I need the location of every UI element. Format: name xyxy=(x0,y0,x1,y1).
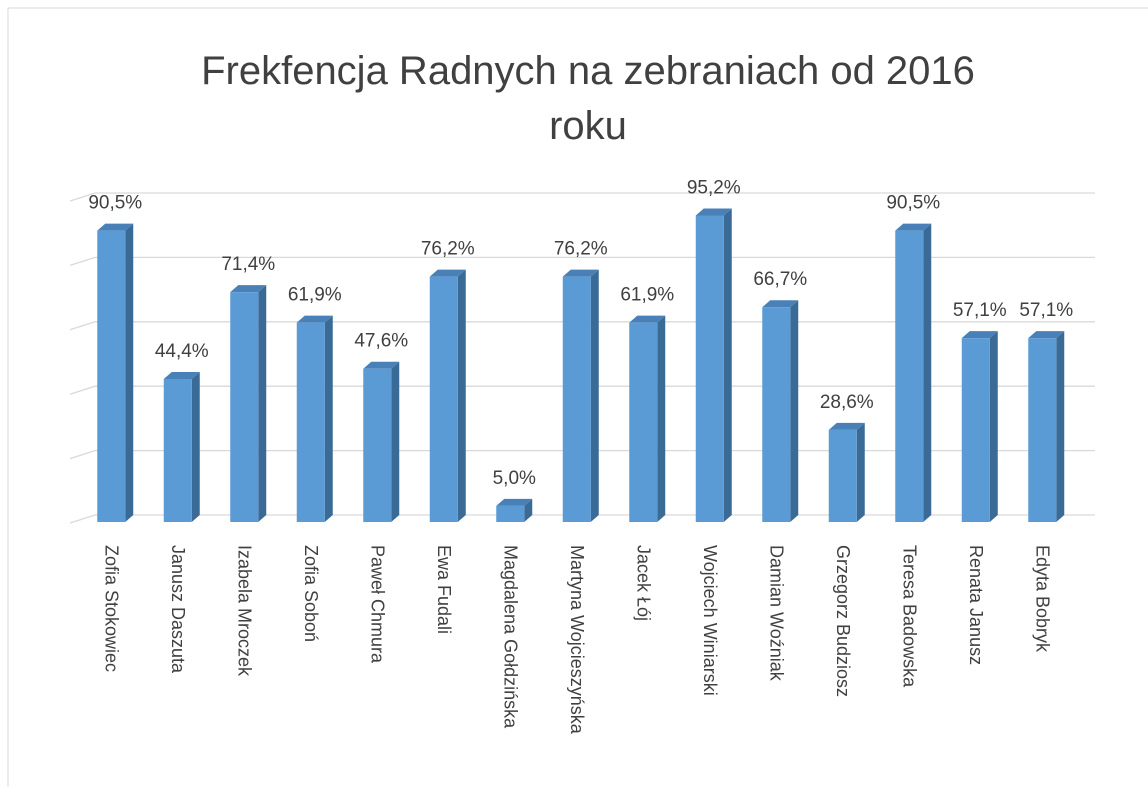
grid-line xyxy=(69,321,1095,331)
data-label: 5,0% xyxy=(493,468,536,489)
data-label: 95,2% xyxy=(687,177,741,198)
bar xyxy=(961,331,998,522)
bar xyxy=(629,315,666,522)
bar-face xyxy=(97,223,134,231)
data-label: 57,1% xyxy=(1019,300,1073,321)
x-tick-label: Zofia Soboń xyxy=(301,545,321,642)
bar-face xyxy=(496,505,525,522)
bar-face xyxy=(125,223,134,522)
x-tick-label: Edyta Bobryk xyxy=(1032,545,1052,653)
bar xyxy=(296,315,333,522)
x-tick-label: Jacek Łój xyxy=(633,545,653,621)
bar-face xyxy=(629,322,658,522)
x-tick-label: Paweł Chmura xyxy=(367,545,387,664)
x-tick-label: Damian Woźniak xyxy=(766,545,786,682)
data-label: 90,5% xyxy=(88,193,142,214)
data-label: 90,5% xyxy=(886,193,940,214)
bar-face xyxy=(429,276,458,522)
bar-face xyxy=(923,223,932,522)
bar-face xyxy=(895,230,924,522)
grid-line xyxy=(69,514,1095,524)
x-tick-label: Magdalena Gołdzińska xyxy=(500,545,520,729)
x-tick-label: Izabela Mroczek xyxy=(234,545,254,677)
bar-face xyxy=(391,361,400,522)
bar-face xyxy=(296,315,333,323)
bar-face xyxy=(524,498,533,522)
x-tick-label: Ewa Fudali xyxy=(434,545,454,634)
data-label: 71,4% xyxy=(221,254,275,275)
data-label: 76,2% xyxy=(421,239,475,260)
bar-face xyxy=(762,307,791,522)
bar-face xyxy=(296,322,325,522)
grid-line xyxy=(69,192,1095,202)
bar-face xyxy=(363,368,392,522)
bar-face xyxy=(1028,331,1065,339)
x-tick-label: Janusz Daszuta xyxy=(168,545,188,674)
data-label: 66,7% xyxy=(753,269,807,290)
bar xyxy=(762,300,799,522)
data-label: 61,9% xyxy=(620,285,674,306)
bar-face xyxy=(895,223,932,231)
bar-face xyxy=(191,372,200,522)
data-label: 44,4% xyxy=(155,341,209,362)
bar-face xyxy=(363,361,400,369)
x-tick-label: Grzegorz Budziosz xyxy=(833,545,853,697)
data-label: 28,6% xyxy=(820,392,874,413)
bar-face xyxy=(828,429,857,522)
data-label: 47,6% xyxy=(354,331,408,352)
bar-face xyxy=(961,331,998,339)
bar-face xyxy=(324,315,333,522)
x-tick-label: Renata Janusz xyxy=(966,545,986,665)
data-label: 57,1% xyxy=(953,300,1007,321)
bar-face xyxy=(429,269,466,277)
bar-face xyxy=(1028,338,1057,522)
bar-face xyxy=(828,422,865,430)
bar-face xyxy=(695,208,732,216)
bar-face xyxy=(961,338,990,522)
bar xyxy=(828,422,865,522)
bar-face xyxy=(856,422,865,522)
x-tick-label: Wojciech Winiarski xyxy=(700,545,720,696)
bar xyxy=(895,223,932,522)
bar-face xyxy=(230,292,259,522)
chart-title: Frekfencja Radnych na zebraniach od 2016 xyxy=(201,49,975,93)
bar xyxy=(163,372,200,522)
data-label: 61,9% xyxy=(288,285,342,306)
bar-face xyxy=(496,498,533,506)
bar-face xyxy=(590,269,599,522)
x-tick-label: Teresa Badowska xyxy=(899,545,919,688)
bar-face xyxy=(230,285,267,293)
bar-face xyxy=(1056,331,1065,522)
bar-face xyxy=(790,300,799,522)
grid-line xyxy=(69,256,1095,267)
bar-face xyxy=(163,372,200,380)
x-tick-label: Zofia Stokowiec xyxy=(101,545,121,672)
bar xyxy=(496,498,533,522)
bar-face xyxy=(723,208,732,522)
bar-face xyxy=(562,276,591,522)
bar xyxy=(230,285,267,522)
bar xyxy=(429,269,466,522)
bar-face xyxy=(258,285,267,522)
bar xyxy=(695,208,732,522)
bar-face xyxy=(163,379,192,522)
bar-face xyxy=(989,331,998,522)
bar xyxy=(363,361,400,522)
grid-line xyxy=(69,449,1095,460)
bar-face xyxy=(97,230,126,522)
data-label: 76,2% xyxy=(554,239,608,260)
bar xyxy=(97,223,134,522)
bar-face xyxy=(695,215,724,522)
bar-face xyxy=(657,315,666,522)
bar-face xyxy=(629,315,666,323)
x-tick-label: Martyna Wojcieszyńska xyxy=(567,545,587,735)
bar-face xyxy=(562,269,599,277)
grid-line xyxy=(69,385,1095,395)
chart-title: roku xyxy=(549,104,627,148)
bar-face xyxy=(762,300,799,308)
bar xyxy=(562,269,599,522)
bar xyxy=(1028,331,1065,522)
bar-face xyxy=(457,269,466,522)
